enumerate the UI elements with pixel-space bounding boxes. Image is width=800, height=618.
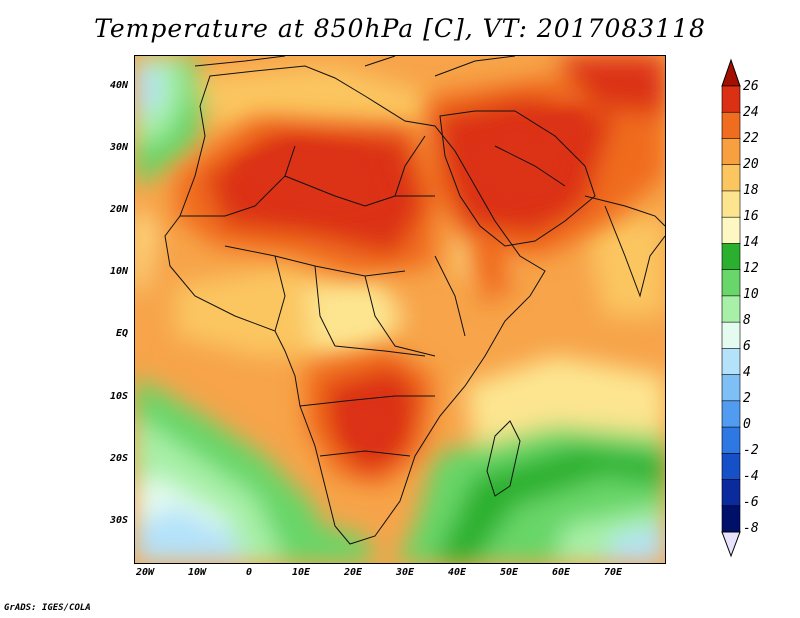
lat-label-20n: 20N	[109, 204, 128, 215]
colorbar-segment	[721, 243, 741, 271]
cool-regions	[135, 56, 665, 563]
colorbar-label-16: 16	[743, 209, 759, 224]
colorbar-label-neg4: -4	[743, 469, 759, 484]
colorbar-segment	[721, 111, 741, 140]
colorbar-label-8: 8	[743, 313, 751, 328]
colorbar-label-20: 20	[743, 157, 759, 172]
colorbar-segment	[721, 190, 741, 218]
lon-label-60e: 60E	[551, 567, 571, 578]
footer-credit: GrADS: IGES/COLA	[4, 603, 91, 613]
colorbar-segment	[721, 321, 741, 350]
colorbar-label-4: 4	[743, 365, 751, 380]
lat-label-10s: 10S	[109, 391, 128, 402]
colorbar-label-0: 0	[743, 417, 751, 432]
lat-label-20s: 20S	[109, 453, 128, 464]
colorbar-segment	[721, 374, 741, 402]
colorbar-label-neg6: -6	[743, 495, 759, 510]
lat-label-10n: 10N	[109, 266, 128, 277]
lat-label-30s: 30S	[109, 515, 128, 526]
temperature-map	[135, 56, 665, 563]
colorbar-segment	[721, 85, 741, 114]
colorbar	[721, 58, 741, 558]
lon-label-30e: 30E	[395, 567, 415, 578]
colorbar-label-12: 12	[743, 261, 759, 276]
lat-label-30n: 30N	[109, 142, 128, 153]
colorbar-segment	[721, 216, 741, 245]
colorbar-label-22: 22	[743, 131, 759, 146]
colorbar-label-26: 26	[743, 79, 759, 94]
colorbar-label-neg8: -8	[743, 521, 759, 536]
lon-label-10e: 10E	[291, 567, 311, 578]
lon-label-10w: 10W	[187, 567, 207, 578]
lon-label-20w: 20W	[135, 567, 155, 578]
colorbar-label-14: 14	[743, 235, 759, 250]
colorbar-segment	[721, 400, 741, 428]
colorbar-label-24: 24	[743, 105, 759, 120]
colorbar-segment	[721, 164, 741, 192]
colorbar-segment	[721, 505, 741, 533]
colorbar-segment	[721, 452, 741, 481]
colorbar-segment	[721, 348, 741, 376]
lat-label-eq: EQ	[115, 328, 128, 339]
colorbar-top-arrow	[721, 58, 741, 87]
colorbar-segment	[721, 138, 741, 166]
lon-label-70e: 70E	[603, 567, 623, 578]
colorbar-segment	[721, 269, 741, 297]
lat-label-40n: 40N	[109, 80, 128, 91]
lon-label-40e: 40E	[447, 567, 467, 578]
lon-label-0: 0	[245, 567, 253, 578]
lon-label-20e: 20E	[343, 567, 363, 578]
colorbar-segment	[721, 295, 741, 323]
colorbar-label-18: 18	[743, 183, 759, 198]
colorbar-segment	[721, 426, 741, 455]
lon-label-50e: 50E	[499, 567, 519, 578]
colorbar-label-10: 10	[743, 287, 759, 302]
colorbar-label-6: 6	[743, 339, 751, 354]
hot-cores	[235, 111, 585, 451]
colorbar-label-2: 2	[743, 391, 751, 406]
map-frame	[134, 55, 666, 564]
coastlines	[164, 56, 665, 545]
colorbar-bottom-arrow	[721, 531, 741, 558]
map-title: Temperature at 850hPa [C], VT: 201708311…	[94, 14, 706, 43]
colorbar-segment	[721, 479, 741, 507]
colorbar-label-neg2: -2	[743, 443, 759, 458]
